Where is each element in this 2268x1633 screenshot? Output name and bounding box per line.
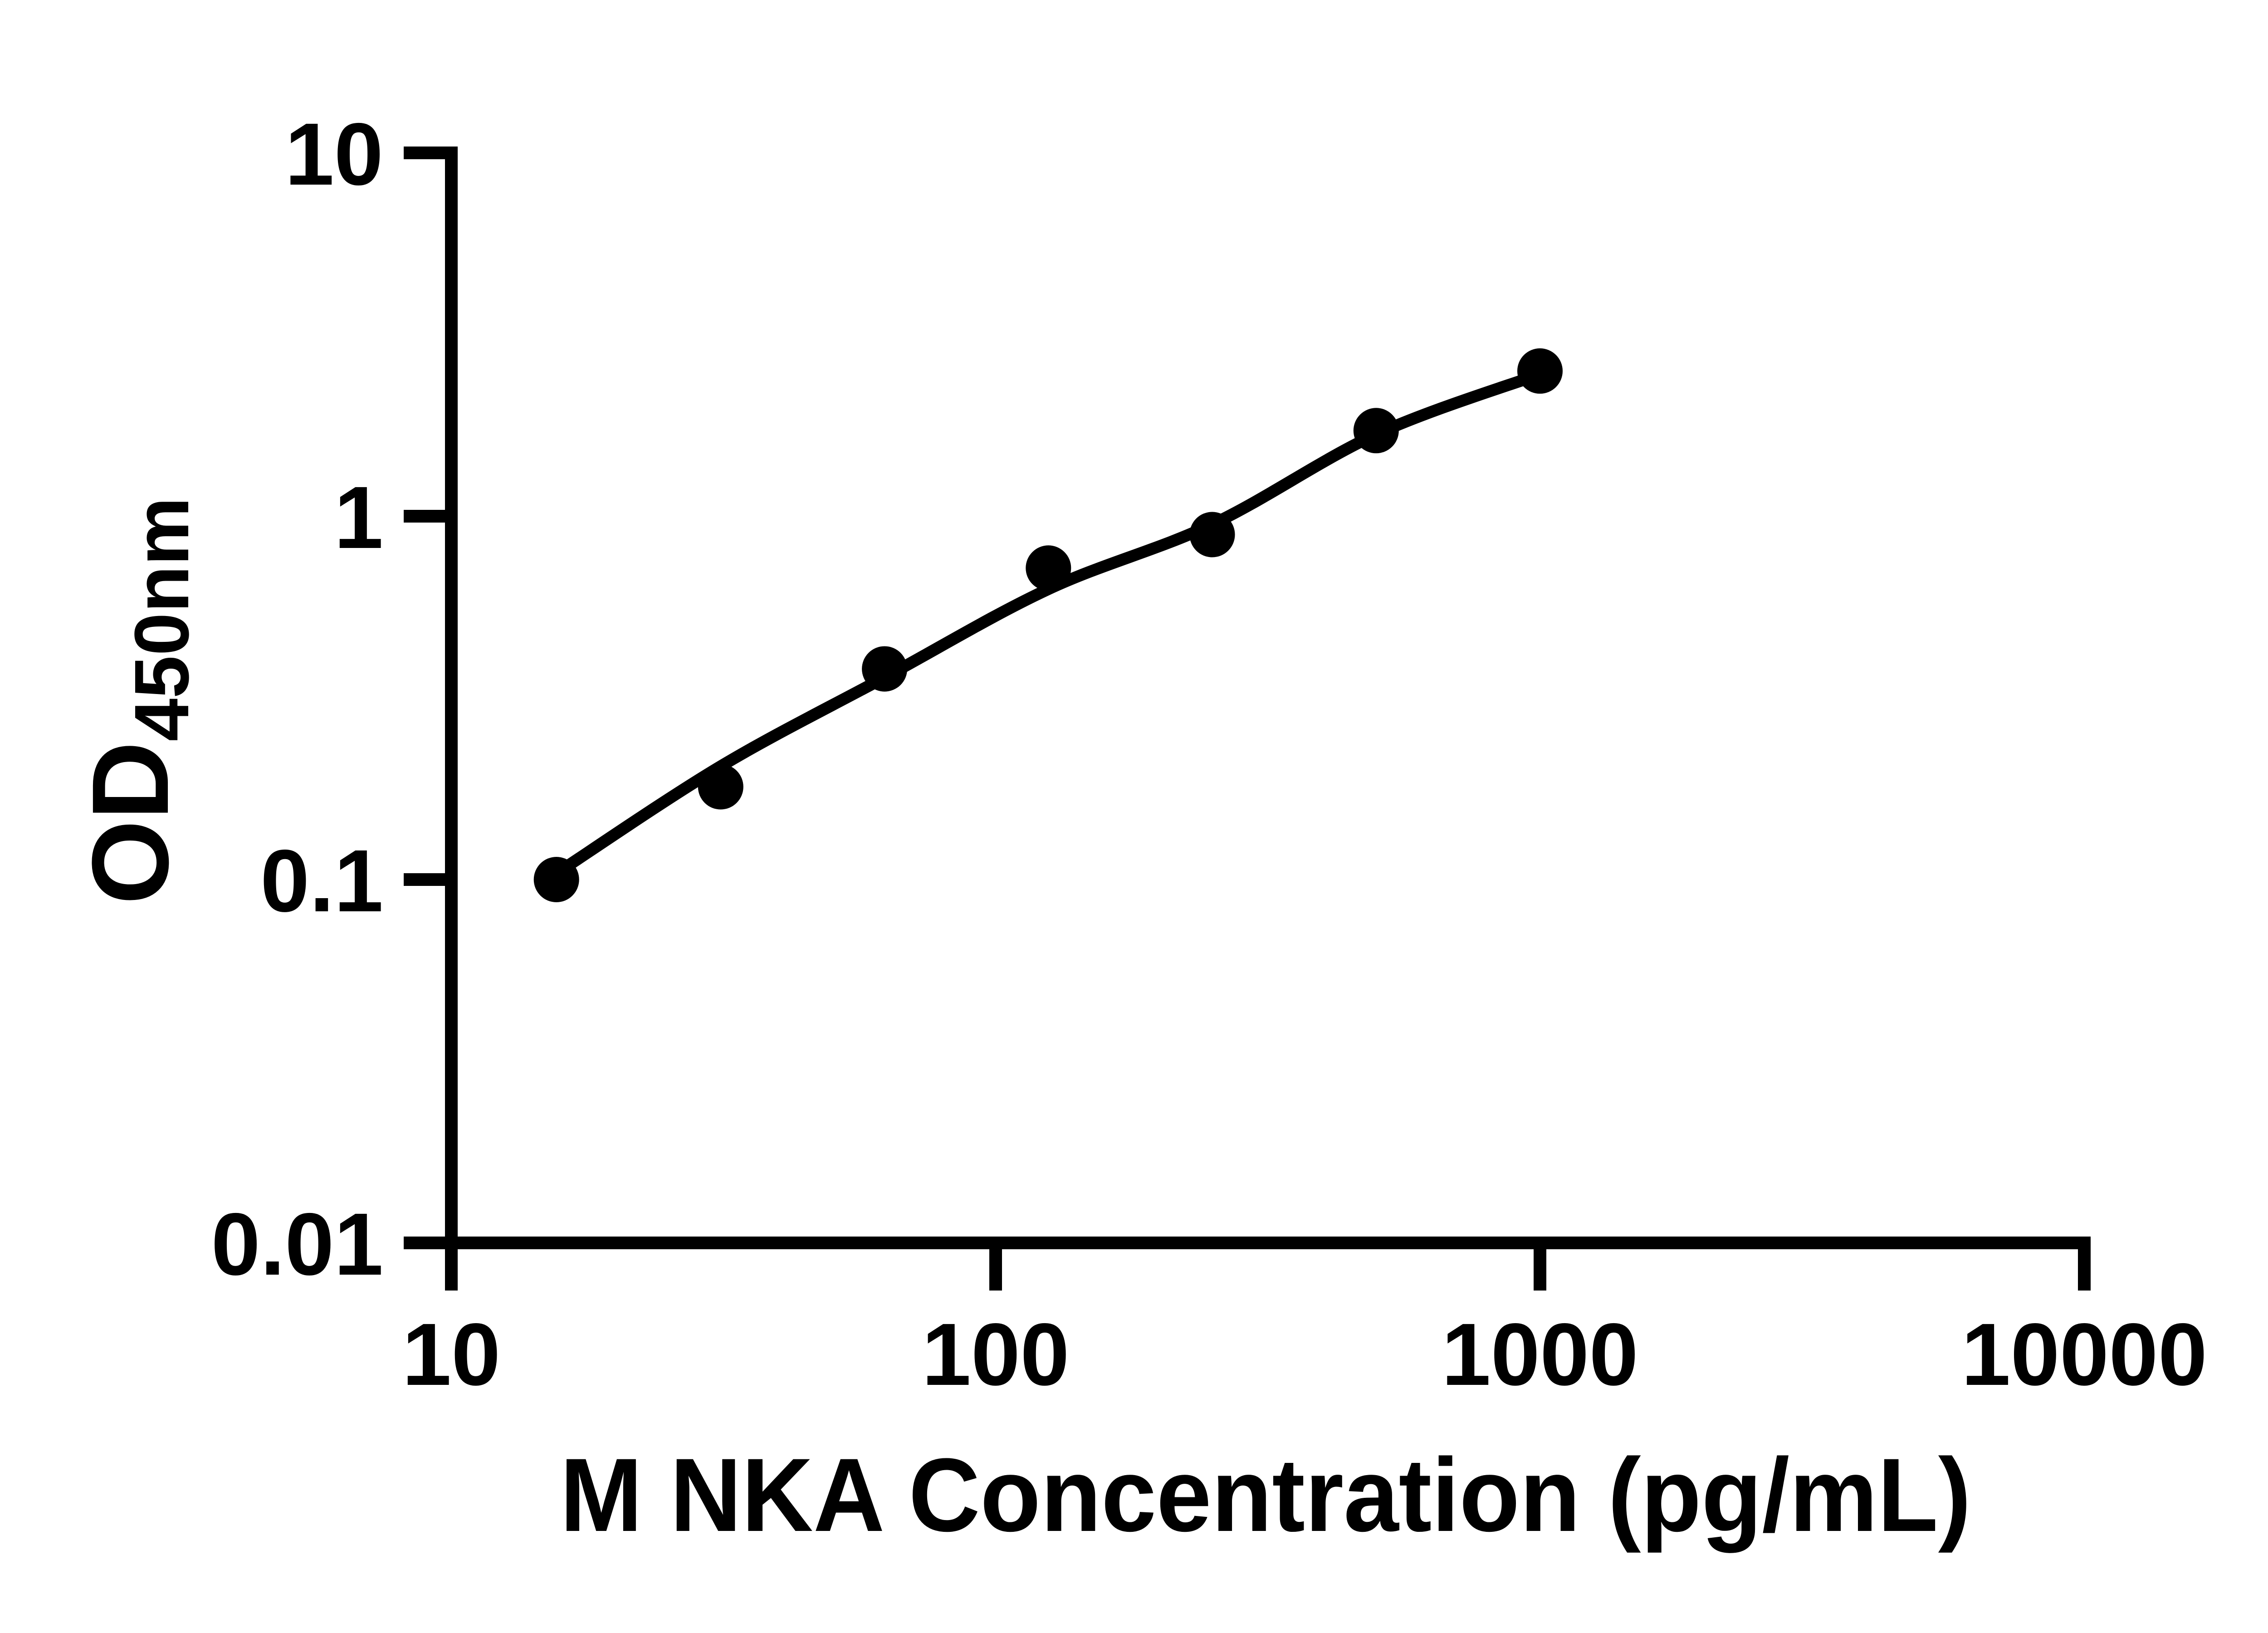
y-ticks [404,147,445,1249]
data-points [533,348,1563,902]
y-tick-label: 10 [285,105,383,204]
x-tick [445,1249,458,1291]
y-axis-title-main: OD [69,741,191,905]
y-axis-line [445,147,458,1291]
x-tick [1534,1249,1546,1291]
y-tick [404,510,445,523]
x-tick [2078,1249,2091,1291]
x-axis-title: M NKA Concentration (pg/mL) [560,1437,1971,1553]
x-tick-label: 10000 [1961,1305,2207,1404]
data-point [1026,545,1071,591]
x-tick-label: 100 [922,1305,1069,1404]
x-tick-label: 10 [402,1305,501,1404]
y-tick [404,1237,445,1249]
y-tick-label: 0.1 [260,831,383,930]
y-axis-title-subscript: 450nm [119,497,205,742]
y-tick-labels: 10 1 0.1 0.01 [211,105,383,1294]
x-ticks [445,1249,2091,1291]
x-tick [989,1249,1002,1291]
x-tick-labels: 10 100 1000 10000 [402,1305,2208,1404]
x-axis-line [404,1237,2091,1249]
y-axis-title: OD450nm [69,497,205,905]
data-point [862,646,908,692]
y-tick-label: 0.01 [211,1195,383,1294]
y-tick [404,873,445,886]
y-tick-label: 1 [334,468,383,567]
data-point [698,764,743,810]
y-tick [404,147,445,159]
axes [404,147,2091,1291]
data-point [1353,408,1399,454]
data-point [1189,512,1235,557]
data-point [533,857,579,902]
data-point [1517,348,1563,394]
x-tick-label: 1000 [1442,1305,1638,1404]
